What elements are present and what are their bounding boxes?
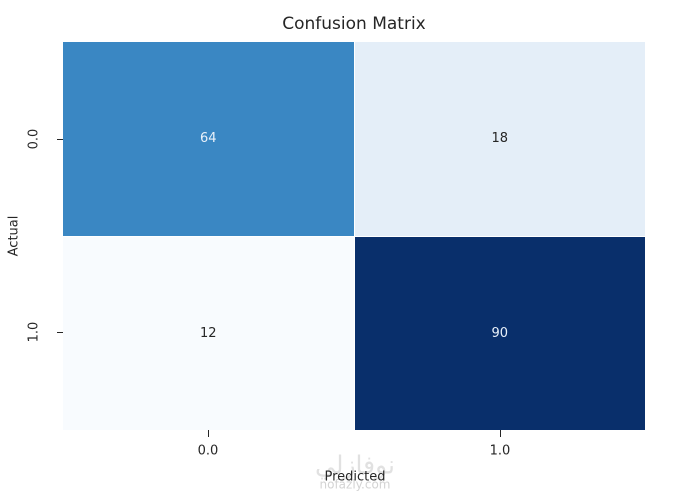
cell-value-actual1-pred0: 12 <box>199 325 217 341</box>
cell-value-actual0-pred1: 18 <box>491 131 509 147</box>
x-tick-label-1: 1.0 <box>489 443 511 459</box>
y-tick-mark-0 <box>57 139 63 140</box>
heatmap-plot: 64 18 12 90 <box>63 42 645 430</box>
chart-title: Confusion Matrix <box>282 14 426 34</box>
y-tick-label-1: 1.0 <box>26 321 42 343</box>
heatmap-cell-actual1-pred0: 12 <box>63 236 354 430</box>
heatmap-cell-actual0-pred0: 64 <box>63 42 354 236</box>
y-axis-label: Actual <box>6 215 22 257</box>
heatmap-cell-actual0-pred1: 18 <box>354 42 645 236</box>
x-axis-label: Predicted <box>324 469 386 485</box>
x-tick-mark-0 <box>208 430 209 437</box>
y-tick-label-0: 0.0 <box>26 128 42 150</box>
cell-value-actual0-pred0: 64 <box>199 131 217 147</box>
y-tick-mark-1 <box>57 332 63 333</box>
heatmap-cell-actual1-pred1: 90 <box>354 236 645 430</box>
cell-value-actual1-pred1: 90 <box>491 325 509 341</box>
x-tick-mark-1 <box>500 430 501 437</box>
x-tick-label-0: 0.0 <box>197 443 219 459</box>
